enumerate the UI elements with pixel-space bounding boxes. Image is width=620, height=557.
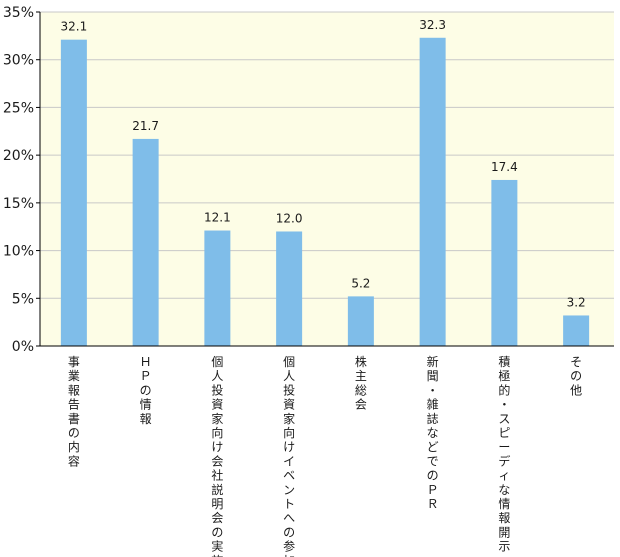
plot-area [40,12,614,346]
bar [132,138,159,346]
y-tick-label: 15% [3,196,34,212]
y-tick-label: 0% [12,339,34,355]
data-label: 17.4 [491,160,518,174]
y-tick-label: 20% [3,148,34,164]
bar [419,37,446,346]
y-tick-label: 25% [3,100,34,116]
bar [347,296,374,346]
data-label: 32.3 [419,18,446,32]
data-label: 5.2 [351,276,370,290]
bar [276,231,303,346]
category-label: 株主総会 [355,354,367,412]
category-labels: 事業報告書の内容 ＨＰの情報 個人投資家向け会社説明会の実施 個人投資家向けイベントへ… [68,354,582,557]
y-tick-label: 35% [3,5,34,21]
y-tick-label: 30% [3,53,34,69]
category-label: ＨＰの情報 [140,355,152,426]
category-label: 個人投資家向け会社説明会の実施 [211,355,223,557]
category-label: 個人投資家向けイベントへの参加 [283,355,295,557]
data-label: 21.7 [132,119,159,133]
bar [491,179,518,346]
data-label: 32.1 [61,20,88,34]
y-tick-label: 10% [3,244,34,260]
bar [60,39,87,346]
bar [563,315,590,346]
category-label: その他 [570,355,582,397]
data-label: 12.1 [204,211,231,225]
data-label: 12.0 [276,211,303,225]
data-label: 3.2 [567,295,586,309]
bar [204,230,231,346]
category-label: 事業報告書の内容 [68,355,80,468]
category-label: 積極的・スピーディな情報開示 [498,354,510,554]
data-labels: 32.1 21.7 12.1 12.0 5.2 32.3 17.4 3.2 [61,18,586,310]
category-label: 新聞・雑誌などでのＰＲ [427,354,439,511]
bars [60,37,590,346]
y-axis-ticks: 0% 5% 10% 15% 20% 25% 30% 35% [3,5,40,355]
y-tick-label: 5% [12,291,34,307]
